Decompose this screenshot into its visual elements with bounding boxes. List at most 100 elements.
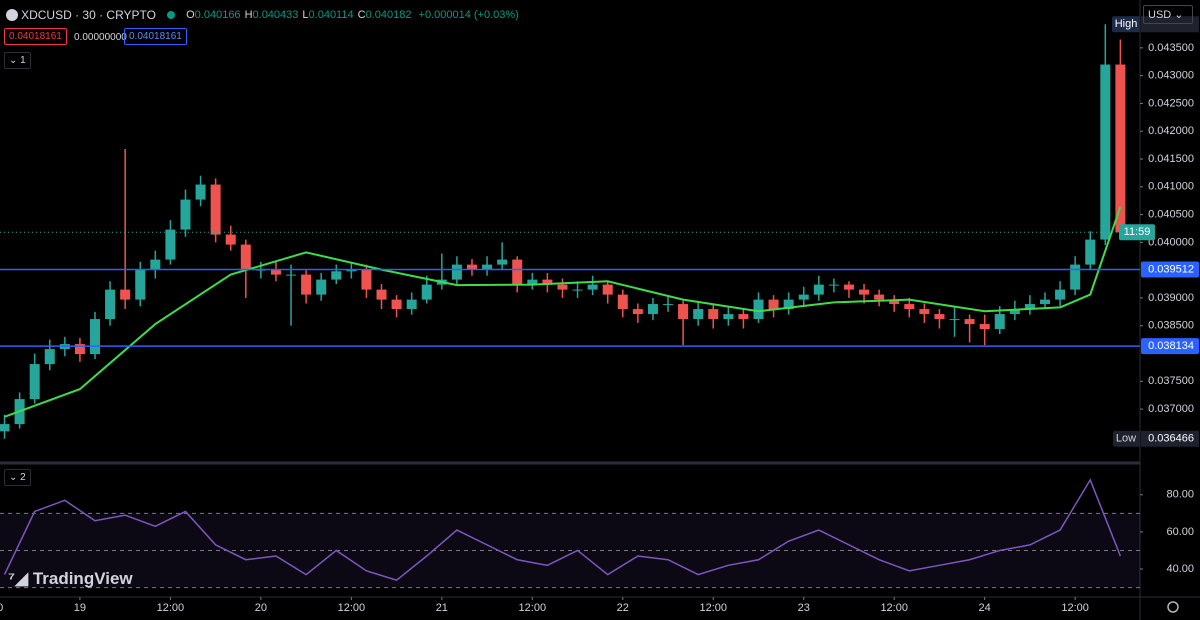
candle-body (602, 284, 613, 295)
candle-body (738, 314, 749, 320)
candle-body (723, 314, 734, 320)
y-tick-label: 0.040500 (1148, 208, 1194, 220)
ohlc-key: C (357, 9, 366, 21)
candle-body (1055, 289, 1066, 300)
candle-body (859, 289, 870, 295)
candle-body (225, 234, 236, 245)
countdown: 11:59 (1124, 226, 1151, 238)
candle-body (874, 294, 885, 300)
candle-body (286, 274, 297, 276)
logo: ⁷◢ TradingView (8, 569, 133, 588)
candle-body (1024, 304, 1035, 310)
candle-body (451, 264, 462, 280)
header: XDCUSD · 30 · CRYPTO O0.040166 H0.040433 L… (6, 8, 519, 22)
candle-body (497, 259, 508, 265)
countdown-tag (1119, 224, 1155, 241)
pane-2-label: 2 (20, 472, 26, 483)
candle-body (0, 424, 10, 432)
high-tag (1112, 16, 1140, 33)
level-label: 0.038134 (1148, 340, 1194, 352)
x-tick-label: 22 (617, 602, 629, 614)
x-tick-label: 12:00 (338, 602, 366, 614)
candle-body (270, 269, 281, 275)
candle-body (165, 229, 176, 260)
currency-button[interactable]: USD ⌄ (1143, 5, 1193, 24)
y-tick-label: 80.00 (1166, 489, 1194, 501)
candle-body (542, 279, 553, 285)
x-tick-label: 21 (436, 602, 448, 614)
y-tick-label: 0.042000 (1148, 125, 1194, 137)
candle-body (74, 344, 85, 355)
candle-body (240, 244, 251, 270)
candle-body (768, 299, 779, 310)
candle-body (301, 274, 312, 295)
candle-body (572, 289, 583, 291)
ohlc-value: 0.040166 (194, 9, 241, 21)
x-tick-label: 23 (798, 602, 810, 614)
low-value-tag (1141, 430, 1199, 447)
candle-body (813, 284, 824, 295)
candle-body (693, 309, 704, 320)
candle-body (406, 299, 417, 310)
y-tick-label: 0.038500 (1148, 320, 1194, 332)
candle-body (979, 324, 990, 330)
candle-body (105, 289, 116, 320)
candle-body (994, 314, 1005, 330)
symbol-icon (6, 9, 18, 21)
change: +0.000014 (+0.03%) (418, 9, 519, 21)
candle-body (647, 304, 658, 315)
candle-body (331, 271, 342, 280)
candle-body (150, 259, 161, 270)
candle-body (919, 309, 930, 315)
x-tick-label: 12:00 (880, 602, 908, 614)
candle-body (482, 264, 493, 270)
x-tick-label: 24 (979, 602, 991, 614)
ohlc-value: 0.040433 (252, 9, 299, 21)
y-tick-label: 0.037000 (1148, 403, 1194, 415)
spread: 0.00000000 (74, 32, 127, 43)
candle-body (120, 289, 131, 300)
candle-body (798, 294, 809, 300)
level-tag (1141, 338, 1199, 355)
ohlc-value: 0.040182 (365, 9, 412, 21)
ohlc-key: L (302, 9, 309, 21)
candle-body (44, 349, 55, 365)
sell-price[interactable]: 0.04018161 (4, 28, 67, 45)
symbol[interactable]: XDCUSD · 30 · CRYPTO (21, 8, 156, 22)
candle-body (557, 284, 568, 290)
rsi-pane: 80.00 60.00 40.00 (0, 478, 1194, 589)
y-tick-label: 40.00 (1166, 563, 1194, 575)
candle-body (180, 199, 191, 230)
low-label: Low (1116, 433, 1136, 445)
candle-body (29, 364, 40, 400)
candle-body (632, 309, 643, 315)
candle-body (1040, 299, 1050, 305)
currency: USD (1148, 9, 1172, 21)
high-label: High (1115, 18, 1138, 30)
y-tick-label: 0.043000 (1148, 70, 1194, 82)
x-tick-label: 12:00 (0, 602, 3, 614)
pane-1-toggle[interactable]: ⌄ 1 (4, 52, 31, 69)
x-tick-label: 12:00 (699, 602, 727, 614)
candle-body (934, 314, 945, 320)
y-tick-label: 0.041000 (1148, 181, 1194, 193)
pane-2-toggle[interactable]: ⌄ 2 (4, 469, 31, 486)
candle-body (1070, 264, 1081, 290)
candle-body (391, 299, 402, 310)
candle-body (421, 284, 432, 300)
candle-body (376, 289, 387, 300)
candle-body (964, 319, 975, 325)
candle-body (678, 304, 689, 320)
settings-icon[interactable] (1167, 601, 1179, 613)
logo-text: TradingView (32, 569, 133, 588)
level-label: 0.039512 (1148, 263, 1194, 275)
x-tick-label: 12:00 (519, 602, 547, 614)
y-tick-label: 0.039000 (1148, 292, 1194, 304)
candle-body (753, 299, 764, 320)
buy-price[interactable]: 0.04018161 (124, 28, 187, 45)
y-tick-label: 0.040000 (1148, 236, 1194, 248)
candle-body (783, 299, 794, 310)
candle-body (617, 294, 628, 310)
y-tick-label: 60.00 (1166, 526, 1194, 538)
